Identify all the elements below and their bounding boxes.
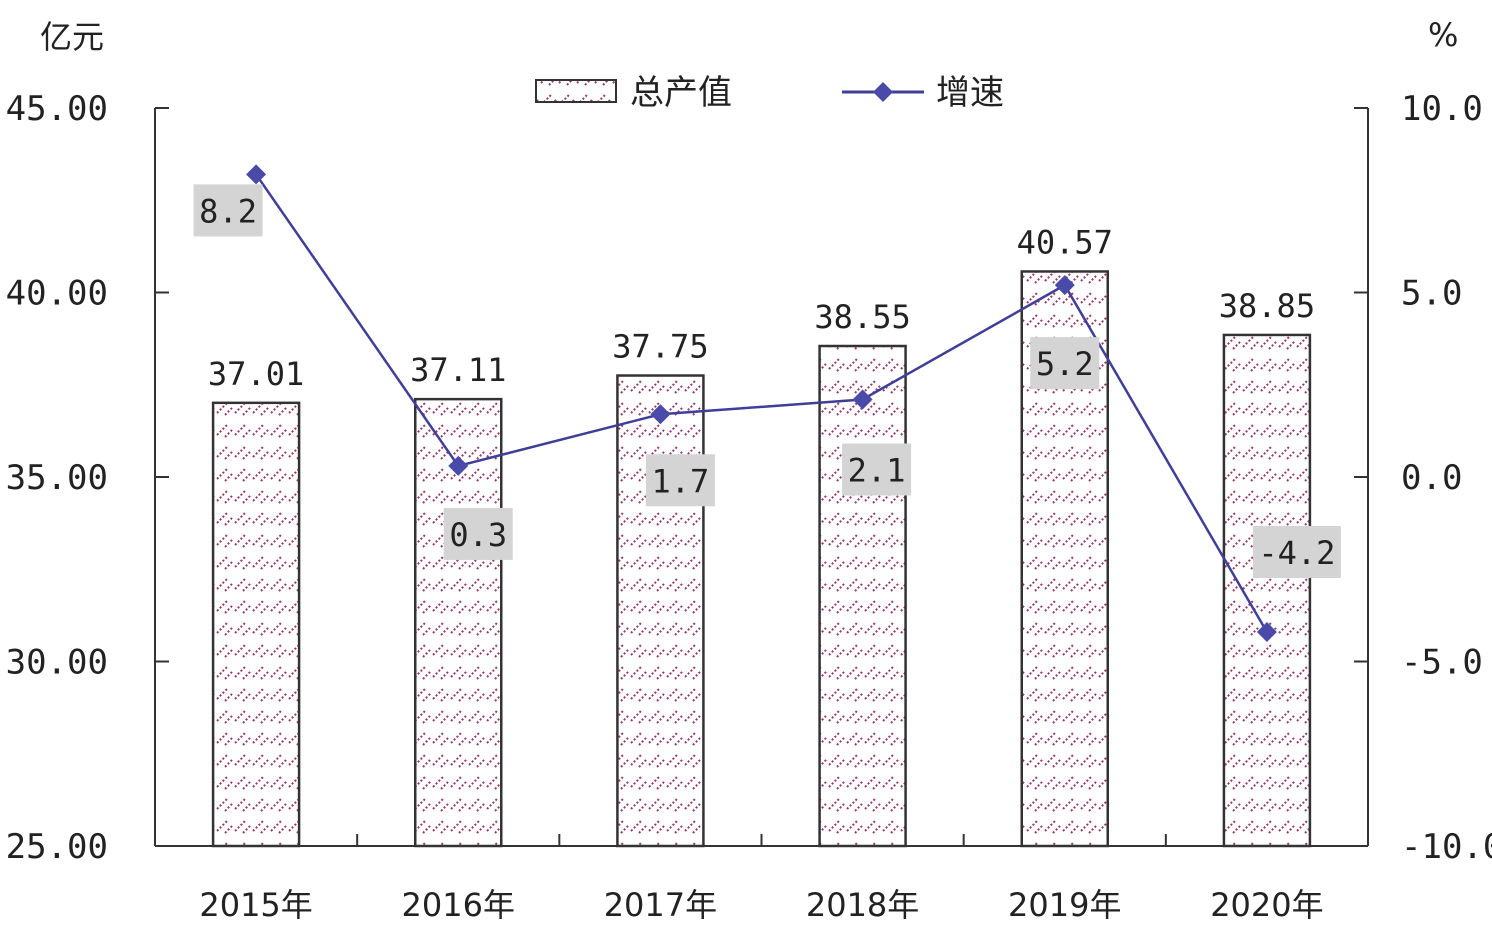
- x-tick-label: 2016年: [402, 886, 515, 924]
- x-tick-label: 2020年: [1210, 886, 1323, 924]
- bar: [211, 401, 301, 848]
- growth-value-label: 2.1: [848, 452, 906, 490]
- growth-value-label: 0.3: [449, 516, 507, 554]
- y-right-tick-label: 5.0: [1401, 274, 1462, 314]
- y-right-tick-label: -10.0: [1401, 827, 1492, 867]
- y-right-tick-label: -5.0: [1401, 643, 1483, 683]
- y-left-tick-label: 45.00: [6, 89, 108, 129]
- legend: 总产值 增速: [535, 73, 1004, 113]
- bars: 37.01 37.11 37.75 38.55 40.57 38.85: [208, 223, 1315, 848]
- axes: 45.00 40.00 35.00 30.00 25.00 10.0 5.0 0.0 -5.0 -…: [6, 89, 1492, 924]
- y-left-tick-label: 30.00: [6, 643, 108, 683]
- x-tick-label: 2017年: [604, 886, 717, 924]
- growth-point: [1256, 621, 1277, 642]
- y-right-unit: %: [1428, 16, 1458, 54]
- x-tick-label: 2018年: [806, 886, 919, 924]
- growth-line-layer: 8.2 0.3 1.7 2.1 5.2 -4.2: [193, 164, 1341, 642]
- growth-label-box: [1030, 337, 1100, 390]
- growth-label-box: [193, 184, 263, 237]
- bar-value-label: 38.55: [814, 298, 910, 336]
- bar-value-label: 37.11: [410, 351, 506, 389]
- bar-value-label: 40.57: [1017, 223, 1113, 261]
- growth-value-label: 1.7: [652, 462, 710, 500]
- y-left-unit: 亿元: [40, 18, 104, 56]
- growth-label-box: [645, 454, 715, 507]
- growth-point: [246, 164, 267, 185]
- growth-point: [852, 389, 873, 410]
- y-left-tick-label: 25.00: [6, 827, 108, 867]
- growth-point: [1054, 275, 1075, 296]
- bar-value-label: 38.85: [1219, 287, 1315, 325]
- legend-label-line: 增速: [936, 73, 1004, 113]
- bar-value-label: 37.75: [612, 328, 708, 366]
- growth-line: [255, 173, 1268, 633]
- growth-point: [448, 455, 469, 476]
- y-right-tick-label: 10.0: [1401, 89, 1483, 129]
- bar: [818, 344, 907, 848]
- growth-label-box: [842, 443, 912, 496]
- legend-swatch-bar: [535, 79, 617, 103]
- growth-value-label: 8.2: [199, 192, 257, 230]
- growth-label-box: [443, 507, 513, 560]
- bar: [1222, 333, 1312, 848]
- y-left-tick-label: 40.00: [6, 274, 108, 314]
- growth-point: [650, 404, 671, 425]
- y-right-tick-label: 0.0: [1401, 458, 1462, 498]
- legend-label-bar: 总产值: [630, 73, 732, 113]
- bar-value-label: 37.01: [208, 355, 304, 393]
- growth-label-box: [1252, 525, 1341, 578]
- x-tick-label: 2015年: [199, 886, 312, 924]
- legend-swatch-marker: [873, 82, 893, 102]
- bar: [616, 374, 705, 848]
- x-tick-label: 2019年: [1008, 886, 1121, 924]
- y-left-tick-label: 35.00: [6, 458, 108, 498]
- growth-value-label: -4.2: [1258, 534, 1335, 572]
- growth-value-label: 5.2: [1036, 345, 1094, 383]
